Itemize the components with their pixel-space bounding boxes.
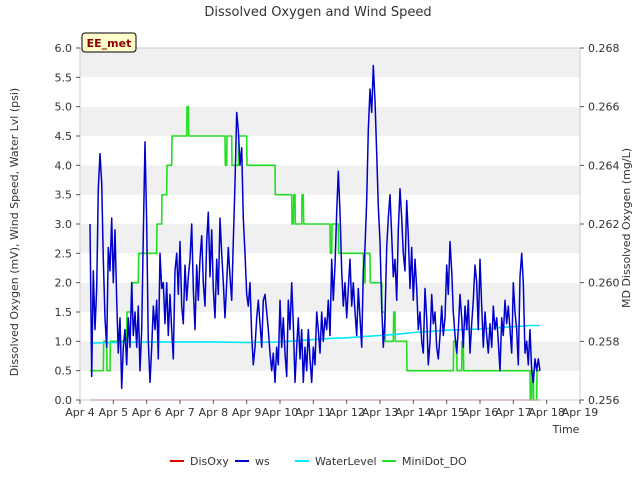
grid-band [80,106,580,136]
x-tick-label: Apr 11 [295,406,332,419]
y-tick-label-right: 0.264 [588,159,620,172]
legend: DisOxy ws WaterLevel MiniDot_DO [170,455,467,468]
grid-band [80,165,580,195]
chart-title: Dissolved Oxygen and Wind Speed [204,5,431,20]
y-tick-label-left: 5.0 [55,101,73,114]
x-tick-label: Apr 4 [65,406,95,419]
y-ticks-left: 0.0 0.5 1.0 1.5 2.0 2.5 3.0 3.5 4.0 4.5 5.0 5.5 6.0 [55,42,80,407]
x-tick-label: Apr 6 [132,406,162,419]
legend-label: MiniDot_DO [402,455,467,468]
x-tick-label: Apr 16 [462,406,499,419]
grid-band [80,370,580,400]
series-line-minidot-do [90,105,540,401]
y-tick-label-left: 3.5 [55,189,73,202]
legend-item: WaterLevel [295,455,377,468]
y-tick-label-left: 6.0 [55,42,73,55]
station-badge-label: EE_met [87,37,132,50]
station-badge: EE_met [81,32,137,53]
legend-item: ws [235,455,270,468]
y-tick-label-left: 2.0 [55,277,73,290]
legend-label: WaterLevel [315,455,377,468]
y-ticks-right: 0.256 0.258 0.260 0.262 0.264 0.266 0.268 [580,42,620,407]
x-ticks: Apr 4 Apr 5 Apr 6 Apr 7 Apr 8 Apr 9 Apr 10Apr … [65,400,598,419]
y-tick-label-left: 4.5 [55,130,73,143]
x-tick-label: Apr 5 [99,406,129,419]
grid-bands [80,48,580,400]
x-tick-label: Apr 8 [199,406,229,419]
y-tick-label-left: 5.5 [55,71,73,84]
x-tick-label: Apr 19 [562,406,599,419]
x-tick-label: Apr 14 [395,406,432,419]
y-tick-label-left: 3.0 [55,218,73,231]
x-tick-label: Apr 17 [495,406,532,419]
y-tick-label-right: 0.266 [588,101,620,114]
y-tick-label-right: 0.262 [588,218,620,231]
y-tick-label-left: 4.0 [55,159,73,172]
x-tick-label: Apr 10 [262,406,299,419]
y-tick-label-left: 0.5 [55,365,73,378]
legend-label: DisOxy [190,455,229,468]
y-tick-label-left: 0.0 [55,394,73,407]
legend-label: ws [255,455,270,468]
x-tick-label: Apr 13 [362,406,399,419]
y-tick-label-left: 1.5 [55,306,73,319]
x-tick-label: Apr 18 [528,406,565,419]
grid-band [80,77,580,107]
y-tick-label-left: 2.5 [55,247,73,260]
x-tick-label: Apr 9 [232,406,262,419]
x-tick-label: Apr 12 [328,406,365,419]
x-axis-label: Time [552,423,580,436]
grid-band [80,136,580,166]
y-tick-label-right: 0.260 [588,277,620,290]
y-axis-label-left: Dissolved Oxygen (mV), Wind Speed, Water… [8,88,21,376]
y-tick-label-right: 0.268 [588,42,620,55]
y-axis-label-right: MD Dissolved Oxygen (mg/L) [620,148,633,308]
grid-band [80,341,580,371]
y-tick-label-left: 1.0 [55,335,73,348]
grid-band [80,48,580,78]
grid-band [80,194,580,224]
y-tick-label-right: 0.256 [588,394,620,407]
x-tick-label: Apr 7 [165,406,195,419]
legend-item: DisOxy [170,455,229,468]
grid-band [80,253,580,283]
legend-item: MiniDot_DO [382,455,467,468]
y-tick-label-right: 0.258 [588,335,620,348]
series-line-ws [89,64,541,390]
x-tick-label: Apr 15 [428,406,465,419]
